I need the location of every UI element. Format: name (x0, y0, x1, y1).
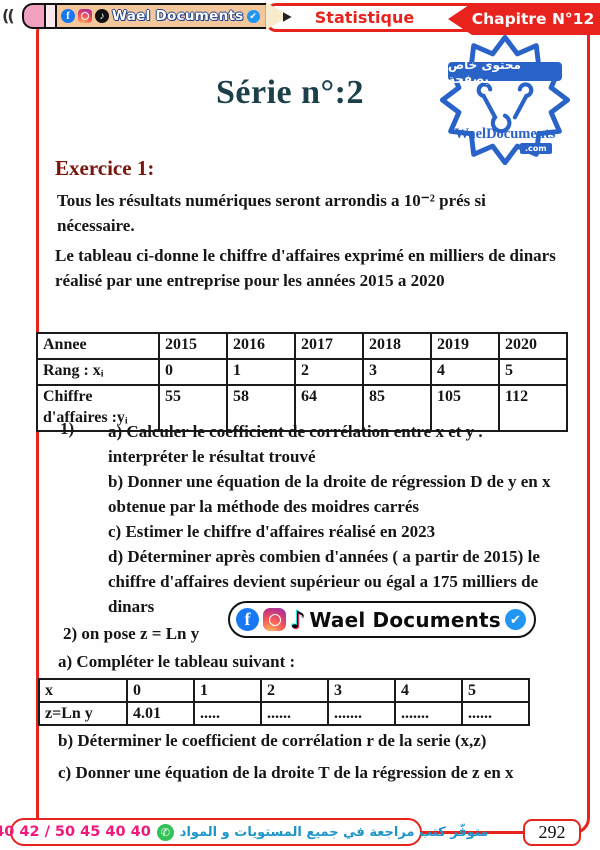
stethoscope-logo-icon (476, 82, 534, 134)
pencil-tip (265, 2, 292, 30)
question-2a: a) Compléter le tableau suivant : (58, 652, 296, 671)
table-row: z=Ln y 4.01 ..... ...... ....... .......… (38, 701, 530, 726)
table-cell: 3 (362, 358, 432, 386)
question-1a: a) Calculer le coefficient de corrélatio… (108, 422, 483, 466)
table-cell: 2015 (158, 332, 228, 360)
table-cell: 2 (260, 678, 329, 703)
subject-label: Statistique (314, 8, 415, 27)
table-row: Chiffre d'affaires :yᵢ 55 58 64 85 105 1… (36, 384, 568, 432)
table-cell: Annee (36, 332, 160, 360)
data-table-z: x 0 1 2 3 4 5 z=Ln y 4.01 ..... ...... .… (38, 678, 530, 726)
table-cell: 58 (226, 384, 296, 432)
exercise-heading: Exercice 1: (55, 156, 155, 180)
question-1b: b) Donner une équation de la droite de r… (108, 472, 551, 516)
whatsapp-icon: ✆ (156, 823, 174, 841)
star-badge-icon (439, 34, 571, 166)
page-number: 292 (523, 819, 581, 846)
table-cell: 3 (327, 678, 396, 703)
table-cell: 112 (498, 384, 568, 432)
question-1-marker: 1) (60, 419, 75, 438)
phone-numbers: 50 40 40 42 / 50 45 40 40 (0, 824, 151, 840)
rounding-note: Tous les résultats numériques seront arr… (57, 191, 486, 235)
pencil-motion-marks: (( (2, 6, 15, 25)
table-cell: 5 (498, 358, 568, 386)
footer-arabic-text: متوفّر كتب مراجعة في جميع المستويات و ال… (179, 824, 489, 840)
table-cell: 105 (430, 384, 500, 432)
table-cell: x (38, 678, 128, 703)
table-cell: 2017 (294, 332, 364, 360)
table-cell: 64 (294, 384, 364, 432)
table-cell: 2 (294, 358, 364, 386)
page-title: Série n°:2 (216, 74, 364, 111)
stamp-domain-text: .com (520, 143, 552, 154)
table-cell: 0 (126, 678, 195, 703)
brand-name: Wael Documents (309, 607, 501, 632)
table-cell: ....... (394, 701, 463, 726)
table-cell: 2016 (226, 332, 296, 360)
table-cell: 5 (461, 678, 530, 703)
table-cell: 0 (158, 358, 228, 386)
table-cell: 2019 (430, 332, 500, 360)
brand-badge: f ♪ Wael Documents ✔ (228, 601, 536, 638)
verified-icon: ✔ (246, 9, 260, 23)
pencil-body: f ♪ Wael Documents ✔ (57, 3, 266, 29)
table-cell: 85 (362, 384, 432, 432)
instagram-icon (78, 9, 92, 23)
chapter-ribbon: Chapitre N°12 (448, 3, 600, 35)
table-cell: 4 (430, 358, 500, 386)
instagram-icon (263, 608, 286, 631)
table-row: x 0 1 2 3 4 5 (38, 678, 530, 703)
table-cell: 2018 (362, 332, 432, 360)
brand-name: Wael Documents (112, 8, 244, 24)
table-cell: ....... (327, 701, 396, 726)
table-cell: 1 (193, 678, 262, 703)
table-cell: 4 (394, 678, 463, 703)
table-row: Rang : xᵢ 0 1 2 3 4 5 (36, 358, 568, 386)
table-cell: 2020 (498, 332, 568, 360)
question-2-intro: 2) on pose z = Ln y (63, 624, 200, 643)
facebook-icon: f (236, 608, 259, 631)
verified-icon: ✔ (504, 609, 526, 630)
table-cell: 1 (226, 358, 296, 386)
tiktok-icon: ♪ (290, 605, 306, 634)
brand-stamp: محتوى خاص بصفحة WaelDocuments .com (424, 30, 586, 170)
table-cell: ...... (461, 701, 530, 726)
tiktok-icon: ♪ (95, 9, 109, 23)
footer-contact-pill: 50 40 40 42 / 50 45 40 40 ✆ متوفّر كتب م… (0, 818, 488, 846)
table-row: Annee 2015 2016 2017 2018 2019 2020 (36, 332, 568, 360)
question-1c: c) Estimer le chiffre d'affaires réalisé… (108, 522, 436, 541)
stamp-brand-text: WaelDocuments (454, 126, 556, 142)
question-2c: c) Donner une équation de la droite T de… (58, 763, 514, 782)
pencil-banner: f ♪ Wael Documents ✔ (22, 2, 292, 30)
question-1d: d) Déterminer après combien d'années ( a… (108, 547, 540, 616)
question-2b: b) Déterminer le coefficient de corrélat… (58, 731, 487, 750)
exercise-intro: Le tableau ci-donne le chiffre d'affaire… (55, 246, 556, 290)
pencil-ferrule (44, 3, 57, 29)
stamp-arabic-text: محتوى خاص بصفحة (448, 58, 562, 86)
table-cell: Chiffre d'affaires :yᵢ (36, 384, 160, 432)
table-cell: ...... (260, 701, 329, 726)
chapter-label: Chapitre N°12 (471, 10, 595, 28)
table-cell: z=Ln y (38, 701, 128, 726)
subject-box: Statistique Chapitre N°12 (266, 3, 600, 35)
data-table-years: Annee 2015 2016 2017 2018 2019 2020 Rang… (36, 332, 568, 432)
pencil-eraser (22, 3, 44, 29)
facebook-icon: f (61, 9, 75, 23)
table-cell: 55 (158, 384, 228, 432)
question-1-block: 1) a) Calculer le coefficient de corréla… (60, 419, 565, 619)
table-cell: ..... (193, 701, 262, 726)
table-cell: 4.01 (126, 701, 195, 726)
table-cell: Rang : xᵢ (36, 358, 160, 386)
